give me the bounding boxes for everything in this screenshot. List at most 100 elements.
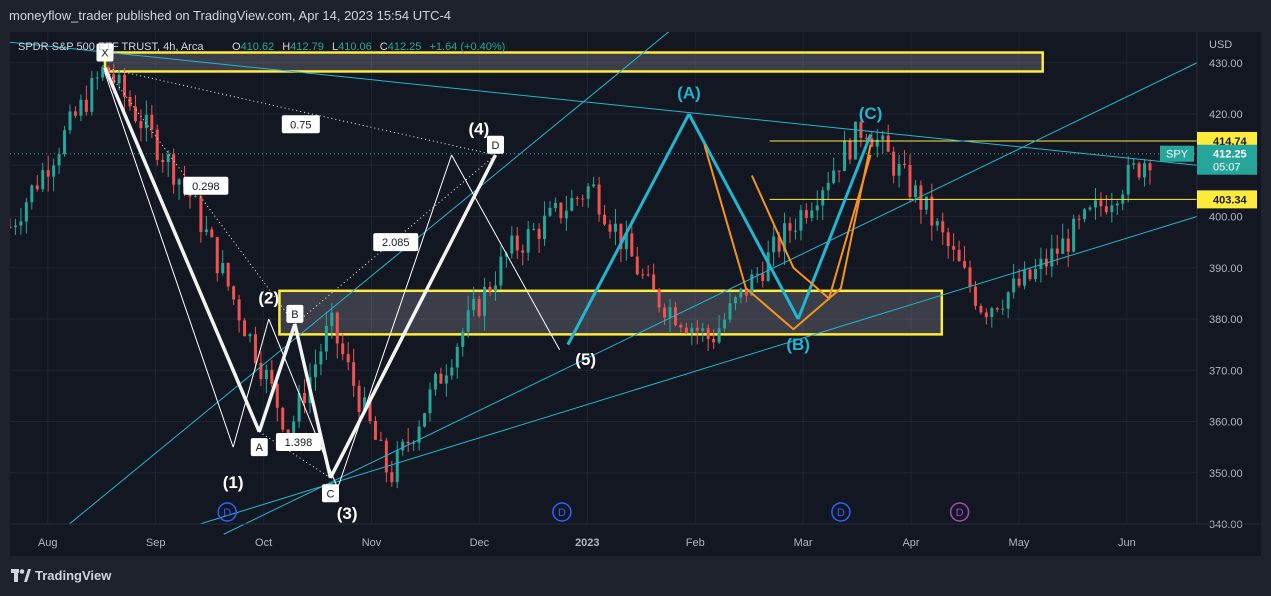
candle-body bbox=[221, 263, 225, 274]
price-tick-label: 340.00 bbox=[1209, 519, 1243, 531]
legend-symbol: SPDR S&P 500 ETF TRUST, 4h, Arca bbox=[18, 41, 204, 53]
candle-body bbox=[793, 230, 797, 232]
price-badge-bg bbox=[1197, 190, 1257, 209]
candle-body bbox=[477, 298, 481, 316]
candle-body bbox=[270, 369, 274, 384]
candle-body bbox=[243, 320, 247, 337]
impulse-wave-leg bbox=[268, 318, 339, 489]
candle-body bbox=[1137, 163, 1141, 178]
candle-body bbox=[264, 369, 268, 380]
candle-body bbox=[472, 298, 476, 311]
candle-body bbox=[461, 331, 465, 347]
price-tick-label: 390.00 bbox=[1209, 263, 1243, 275]
candle-body bbox=[417, 426, 421, 443]
corrective-wave-leg bbox=[796, 133, 872, 320]
candle-body bbox=[1028, 269, 1032, 280]
candle-body bbox=[1050, 248, 1054, 267]
candle-body bbox=[510, 235, 514, 254]
candle-body bbox=[493, 285, 497, 292]
candle-body bbox=[1099, 200, 1103, 207]
h-value: 412.79 bbox=[290, 41, 324, 53]
candle-body bbox=[684, 327, 688, 333]
candle-body bbox=[984, 312, 988, 318]
l-value: 410.06 bbox=[338, 41, 372, 53]
candle-body bbox=[815, 205, 819, 211]
candle-body bbox=[963, 261, 967, 268]
wave-label: (2) bbox=[258, 289, 279, 308]
candle-body bbox=[237, 299, 241, 321]
harmonic-point-label: B bbox=[291, 309, 298, 321]
candle-body bbox=[335, 312, 339, 344]
candle-body bbox=[804, 210, 808, 218]
tradingview-brand: TradingView bbox=[35, 568, 112, 583]
candle-body bbox=[35, 185, 39, 190]
fib-ratio-label-bg bbox=[373, 233, 419, 252]
price-axis: 430.00420.00410.00400.00390.00380.00370.… bbox=[1160, 32, 1261, 556]
candle-body bbox=[968, 267, 972, 287]
candle-body bbox=[466, 310, 470, 332]
candle-body bbox=[8, 226, 12, 228]
impulse-wave-leg bbox=[337, 154, 453, 489]
c-label: C bbox=[380, 41, 388, 53]
candle-body bbox=[1083, 209, 1087, 220]
candle-body bbox=[641, 274, 645, 276]
candle-body bbox=[935, 221, 939, 226]
price-tick-label: 370.00 bbox=[1209, 365, 1243, 377]
candle-body bbox=[79, 99, 83, 116]
resistance-trendline bbox=[9, 41, 1198, 166]
harmonic-point-label-bg bbox=[321, 484, 339, 503]
candle-body bbox=[155, 129, 159, 160]
supply-zone bbox=[103, 51, 1044, 73]
candle-body bbox=[515, 235, 519, 251]
candle-body bbox=[1115, 203, 1119, 206]
candle-body bbox=[1143, 163, 1147, 178]
price-badge-label: 403.34 bbox=[1213, 194, 1248, 206]
candle-body bbox=[668, 307, 672, 318]
candle-body bbox=[63, 130, 67, 155]
time-tick-label: Nov bbox=[362, 537, 382, 549]
candle-body bbox=[193, 196, 197, 198]
candle-body bbox=[783, 223, 787, 252]
candle-body bbox=[979, 305, 983, 313]
candle-body bbox=[95, 77, 99, 79]
chart-area[interactable]: X A B C D 0.75 0.298 2.085 1.398 (1) (2) (3) (4) (5) (… bbox=[8, 26, 1261, 556]
candle-body bbox=[455, 346, 459, 368]
candle-body bbox=[483, 286, 487, 316]
candle-body bbox=[875, 139, 879, 147]
candle-body bbox=[1148, 163, 1152, 171]
candle-body bbox=[581, 198, 585, 200]
change-value: +1.64 (+0.40%) bbox=[429, 41, 505, 53]
price-chart[interactable]: X A B C D 0.75 0.298 2.085 1.398 (1) (2) (3) (4) (5) (… bbox=[8, 26, 1261, 556]
candle-body bbox=[766, 252, 770, 281]
candle-body bbox=[919, 185, 923, 210]
event-marker-label: D bbox=[956, 507, 964, 519]
tradingview-logo[interactable]: TradingView bbox=[11, 568, 111, 583]
candle-body bbox=[586, 186, 590, 199]
wave-label: (B) bbox=[786, 335, 810, 354]
event-marker-label: D bbox=[837, 507, 845, 519]
countdown-label: 05:07 bbox=[1213, 162, 1241, 174]
candle-body bbox=[930, 196, 934, 226]
candle-body bbox=[646, 274, 650, 276]
candle-body bbox=[24, 202, 28, 222]
candle-body bbox=[673, 307, 677, 326]
support-trendline bbox=[199, 216, 1198, 525]
candle-body bbox=[128, 96, 132, 107]
candle-body bbox=[543, 215, 547, 239]
candle-body bbox=[1066, 238, 1070, 252]
candle-body bbox=[139, 121, 143, 129]
harmonic-leg bbox=[103, 67, 261, 433]
candle-body bbox=[592, 184, 596, 187]
harmonic-ratio-line bbox=[104, 67, 496, 156]
fib-ratio-label: 2.085 bbox=[382, 237, 410, 249]
corrective-wave-leg bbox=[687, 113, 800, 320]
legend: SPDR S&P 500 ETF TRUST, 4h, Arca O410.62… bbox=[18, 39, 1232, 53]
price-tick-label: 420.00 bbox=[1209, 109, 1243, 121]
candle-body bbox=[679, 325, 683, 328]
wave-label: (A) bbox=[677, 84, 701, 103]
candle-body bbox=[597, 184, 601, 215]
candle-body bbox=[281, 407, 285, 430]
event-marker-circle bbox=[949, 502, 970, 522]
candle-body bbox=[913, 185, 917, 197]
candle-body bbox=[1110, 205, 1114, 213]
